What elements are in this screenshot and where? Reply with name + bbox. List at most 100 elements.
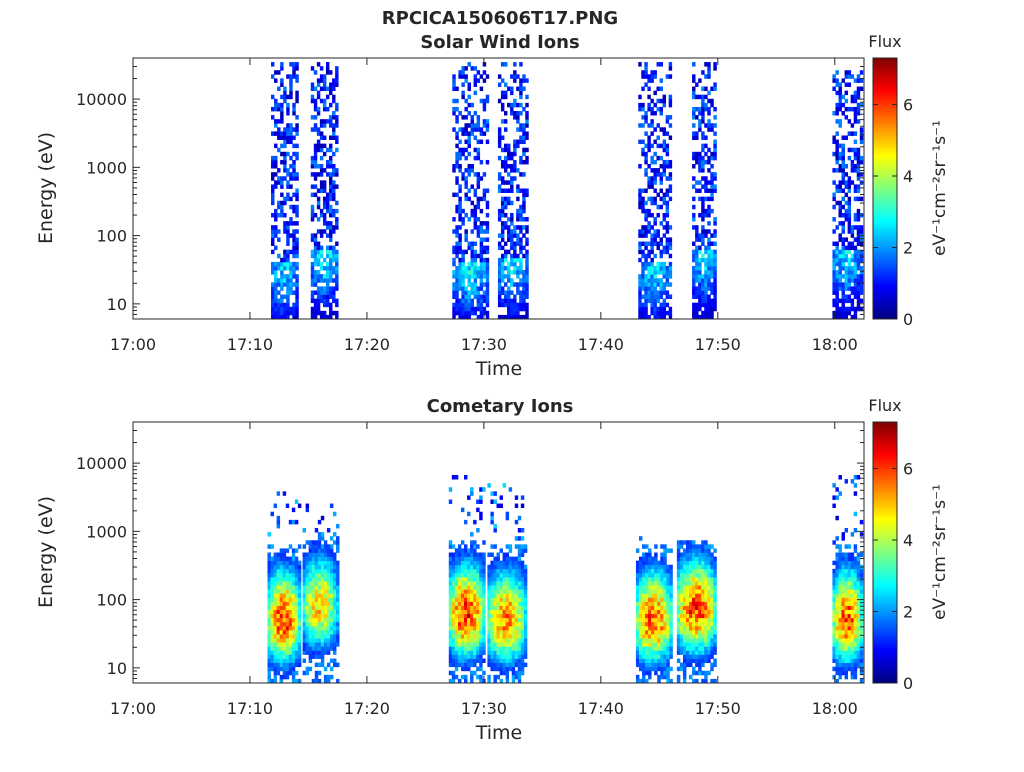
flux-cell bbox=[524, 626, 527, 630]
flux-cell bbox=[470, 593, 473, 597]
flux-cell bbox=[669, 172, 672, 176]
flux-cell bbox=[654, 610, 657, 614]
flux-cell bbox=[324, 553, 327, 557]
flux-cell bbox=[507, 156, 510, 160]
flux-cell bbox=[692, 217, 695, 221]
flux-cell bbox=[516, 237, 519, 241]
flux-cell bbox=[473, 663, 476, 667]
flux-cell bbox=[286, 290, 289, 294]
flux-cell bbox=[663, 638, 666, 642]
flux-cell bbox=[501, 148, 504, 152]
flux-cell bbox=[701, 561, 704, 565]
flux-cell bbox=[663, 225, 666, 229]
flux-cell bbox=[286, 286, 289, 290]
flux-cell bbox=[280, 553, 283, 557]
flux-cell bbox=[493, 597, 496, 601]
flux-cell bbox=[513, 225, 516, 229]
flux-cell bbox=[320, 119, 323, 123]
flux-cell bbox=[692, 62, 695, 66]
flux-cell bbox=[683, 618, 686, 622]
flux-cell bbox=[283, 589, 286, 593]
flux-cell bbox=[479, 569, 482, 573]
flux-cell bbox=[487, 642, 490, 646]
flux-cell bbox=[474, 82, 477, 86]
flux-cell bbox=[689, 569, 692, 573]
flux-cell bbox=[666, 614, 669, 618]
flux-cell bbox=[309, 561, 312, 565]
flux-cell bbox=[835, 91, 838, 95]
flux-cell bbox=[473, 650, 476, 654]
flux-cell bbox=[701, 213, 704, 217]
flux-cell bbox=[692, 561, 695, 565]
flux-cell bbox=[468, 135, 471, 139]
flux-cell bbox=[650, 197, 653, 201]
flux-cell bbox=[710, 250, 713, 254]
flux-cell bbox=[461, 172, 464, 176]
flux-cell bbox=[318, 565, 321, 569]
flux-cell bbox=[483, 197, 486, 201]
flux-cell bbox=[641, 282, 644, 286]
flux-cell bbox=[458, 111, 461, 115]
flux-cell bbox=[473, 561, 476, 565]
flux-cell bbox=[666, 601, 669, 605]
flux-cell bbox=[487, 585, 490, 589]
flux-cell bbox=[707, 266, 710, 270]
flux-cell bbox=[513, 311, 516, 315]
flux-cell bbox=[835, 630, 838, 634]
flux-cell bbox=[500, 626, 503, 630]
flux-cell bbox=[286, 634, 289, 638]
flux-cell bbox=[298, 634, 301, 638]
flux-cell bbox=[468, 62, 471, 66]
flux-cell bbox=[835, 597, 838, 601]
flux-cell bbox=[692, 585, 695, 589]
flux-cell bbox=[309, 573, 312, 577]
flux-cell bbox=[707, 630, 710, 634]
flux-cell bbox=[320, 172, 323, 176]
flux-cell bbox=[657, 87, 660, 91]
flux-cell bbox=[501, 189, 504, 193]
flux-cell bbox=[286, 675, 289, 679]
flux-cell bbox=[704, 274, 707, 278]
flux-cell bbox=[521, 573, 524, 577]
flux-cell bbox=[332, 135, 335, 139]
flux-cell bbox=[501, 107, 504, 111]
flux-cell bbox=[669, 262, 672, 266]
flux-cell bbox=[513, 168, 516, 172]
flux-cell bbox=[452, 193, 455, 197]
flux-cell bbox=[283, 610, 286, 614]
flux-cell bbox=[512, 601, 515, 605]
flux-cell bbox=[713, 585, 716, 589]
flux-cell bbox=[507, 286, 510, 290]
flux-cell bbox=[268, 618, 271, 622]
flux-cell bbox=[295, 622, 298, 626]
flux-cell bbox=[468, 278, 471, 282]
flux-cell bbox=[686, 544, 689, 548]
flux-cell bbox=[647, 250, 650, 254]
flux-cell bbox=[854, 237, 857, 241]
flux-cell bbox=[848, 74, 851, 78]
flux-cell bbox=[642, 654, 645, 658]
flux-cell bbox=[329, 115, 332, 119]
flux-cell bbox=[857, 290, 860, 294]
flux-cell bbox=[482, 569, 485, 573]
flux-cell bbox=[713, 123, 716, 127]
flux-cell bbox=[464, 286, 467, 290]
flux-cell bbox=[692, 630, 695, 634]
flux-cell bbox=[698, 557, 701, 561]
flux-cell bbox=[835, 258, 838, 262]
flux-cell bbox=[336, 606, 339, 610]
flux-cell bbox=[695, 189, 698, 193]
flux-cell bbox=[713, 295, 716, 299]
flux-cell bbox=[490, 606, 493, 610]
flux-cell bbox=[500, 667, 503, 671]
flux-cell bbox=[280, 622, 283, 626]
flux-cell bbox=[680, 569, 683, 573]
flux-cell bbox=[320, 87, 323, 91]
flux-cell bbox=[473, 520, 476, 524]
flux-cell bbox=[647, 242, 650, 246]
flux-cell bbox=[323, 78, 326, 82]
flux-cell bbox=[289, 561, 292, 565]
flux-cell bbox=[490, 491, 493, 495]
flux-cell bbox=[452, 274, 455, 278]
flux-cell bbox=[663, 172, 666, 176]
